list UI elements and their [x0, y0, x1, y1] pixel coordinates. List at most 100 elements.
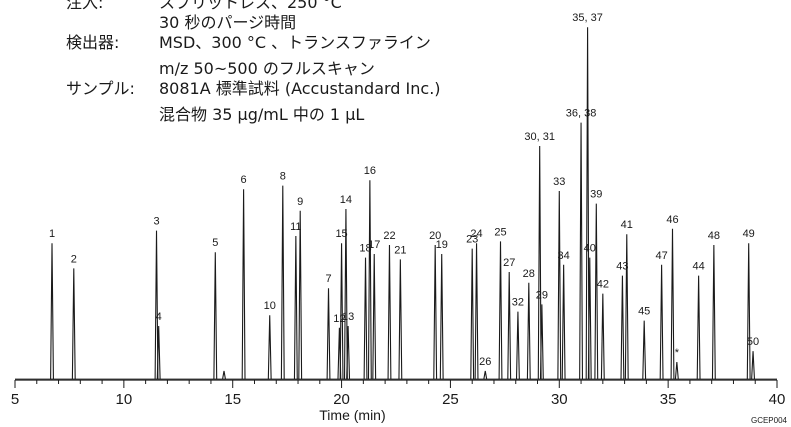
- peak-label: 21: [394, 244, 406, 256]
- x-tick-label: 10: [116, 391, 133, 408]
- peak-label: 12: [333, 313, 345, 325]
- peak-label: 29: [536, 289, 548, 301]
- peak-23: [470, 248, 475, 380]
- peak-34: [561, 264, 566, 380]
- peak-10: [267, 315, 272, 380]
- peak-24: [474, 243, 479, 380]
- peak-9: [298, 210, 303, 380]
- peak-label: 43: [616, 261, 628, 273]
- peak-label: 14: [340, 194, 352, 206]
- peak-20: [433, 244, 438, 380]
- peak-40: [587, 257, 592, 380]
- peak-5: [213, 252, 218, 380]
- condition-label: サンプル:: [66, 79, 135, 98]
- peak-11: [293, 235, 298, 380]
- x-axis: 5 10 15 20 25 30 35 40: [11, 380, 786, 408]
- peak-28: [526, 282, 531, 380]
- peak-label: 32: [512, 297, 524, 309]
- peak-label: 39: [590, 189, 602, 201]
- peak-label: 34: [558, 250, 570, 262]
- peak-44: [696, 275, 701, 380]
- peak-label: 44: [692, 261, 704, 273]
- peak-46: [670, 228, 675, 380]
- x-tick-label: 20: [333, 391, 350, 408]
- condition-label: 注入:: [66, 0, 104, 12]
- peak-label: 18: [359, 243, 371, 255]
- peak-13: [346, 325, 351, 380]
- peak-1: [50, 243, 54, 380]
- peak-label: 24: [470, 228, 482, 240]
- x-tick-label: 40: [769, 391, 786, 408]
- peak-39: [594, 203, 599, 380]
- peak-30-31: [537, 145, 542, 380]
- peak-26: [483, 370, 488, 380]
- peak-label: 48: [708, 230, 720, 242]
- x-tick-label: 5: [11, 391, 19, 408]
- condition-value: 混合物 35 μg/mL 中の 1 μL: [159, 105, 365, 124]
- peak-17: [372, 253, 377, 380]
- peak-41: [624, 234, 629, 380]
- peak-43: [620, 275, 625, 380]
- peak-22: [387, 244, 392, 380]
- peak-label: 7: [325, 273, 331, 285]
- peak-49: [746, 243, 751, 380]
- condition-label: 検出器:: [66, 33, 120, 52]
- peak-2: [71, 268, 76, 380]
- peak-15: [339, 243, 344, 380]
- peak-18: [363, 257, 368, 380]
- peak-label: 20: [429, 230, 441, 242]
- peak-*: [674, 361, 679, 380]
- peak-label: 30, 31: [524, 131, 555, 143]
- peak-3: [154, 230, 159, 380]
- peak-label: 15: [335, 228, 347, 240]
- peak-label: 16: [364, 165, 376, 177]
- peak-label: 9: [297, 196, 303, 208]
- peak-50: [751, 351, 756, 380]
- condition-value: 30 秒のパージ時間: [159, 13, 297, 32]
- peak-label: 27: [503, 257, 515, 269]
- peak-label: 19: [436, 239, 448, 251]
- peak-27: [507, 271, 512, 380]
- peak-48: [711, 244, 716, 380]
- peak-label: 2: [71, 253, 77, 265]
- peak-14: [343, 208, 348, 380]
- peak-36-38: [579, 122, 584, 380]
- peak-label: 35, 37: [572, 12, 603, 24]
- peak-label: 1: [49, 228, 55, 240]
- x-axis-title: Time (min): [319, 407, 385, 423]
- peak-label: 5: [212, 237, 218, 249]
- condition-value: m/z 50~500 のフルスキャン: [159, 59, 375, 78]
- peak-label: 23: [466, 234, 478, 246]
- peak-label: 41: [621, 219, 633, 231]
- x-tick-label: 35: [660, 391, 677, 408]
- peak-35-37: [585, 27, 590, 380]
- peak-8: [280, 185, 285, 380]
- peak-label: 11: [290, 221, 301, 233]
- peak-label: 50: [747, 336, 759, 348]
- peak-label: 46: [666, 214, 678, 226]
- chromatogram-trace: [15, 27, 777, 380]
- peak-label: 47: [655, 250, 667, 262]
- x-tick-label: 15: [224, 391, 241, 408]
- peak-label: 6: [241, 174, 247, 186]
- peak-label: 49: [743, 228, 755, 240]
- peak-label: 36, 38: [566, 108, 597, 120]
- figure-code: GCEP004: [751, 416, 788, 425]
- peak-label: 33: [553, 176, 565, 188]
- peak-label: 25: [494, 226, 506, 238]
- condition-value: スプリットレス、250 °C: [159, 0, 342, 12]
- peak-label: *: [675, 347, 680, 359]
- peak-label: 8: [280, 171, 286, 183]
- x-tick-label: 30: [551, 391, 568, 408]
- peak-21: [398, 259, 403, 380]
- peak-label: 4: [156, 311, 162, 323]
- peak-19: [439, 253, 444, 380]
- peak-label: 3: [153, 216, 159, 228]
- peak-4: [156, 325, 161, 380]
- peak-label: 26: [479, 356, 491, 368]
- condition-value: 8081A 標準試料 (Accustandard Inc.): [159, 79, 441, 98]
- peak-42: [600, 293, 605, 380]
- peak-47: [659, 264, 664, 380]
